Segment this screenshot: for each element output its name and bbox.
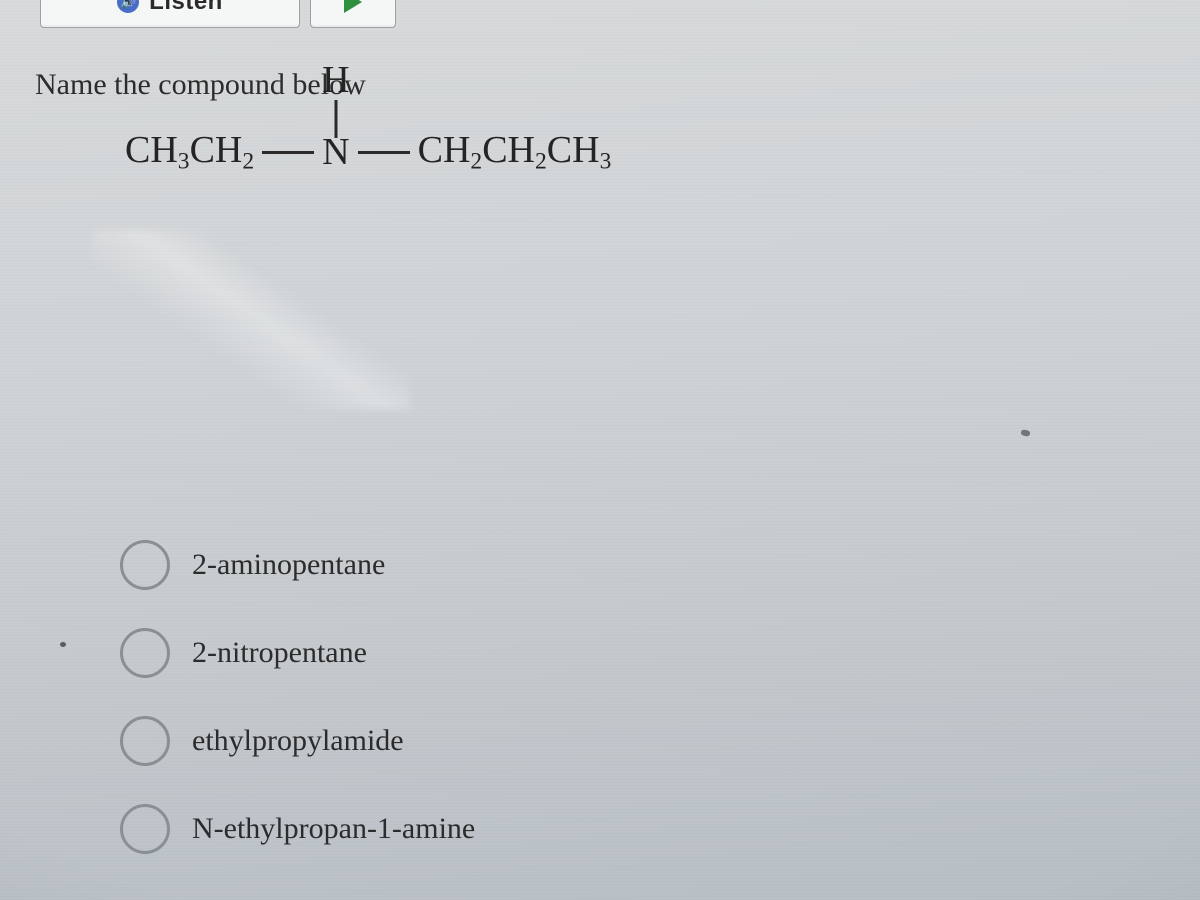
option-3[interactable]: N-ethylpropan-1-amine: [120, 804, 475, 854]
answer-options: 2-aminopentane 2-nitropentane ethylpropy…: [120, 540, 475, 854]
toolbar-fragment: 🔊 Listen: [40, 0, 396, 28]
radio-icon[interactable]: [120, 716, 170, 766]
formula-nitrogen: H N: [322, 132, 349, 174]
listen-button[interactable]: 🔊 Listen: [40, 0, 300, 28]
sound-icon: 🔊: [117, 0, 139, 13]
formula-top-hydrogen: H: [322, 60, 349, 102]
option-label: ethylpropylamide: [192, 724, 404, 758]
screen-glare: [90, 230, 410, 410]
radio-icon[interactable]: [120, 628, 170, 678]
option-label: 2-aminopentane: [192, 548, 385, 582]
dust-speck: [1020, 429, 1030, 437]
formula-main-chain: CH3CH2 H N CH2CH2CH3: [125, 130, 1165, 176]
radio-icon[interactable]: [120, 804, 170, 854]
bond-right: [358, 151, 410, 154]
bond-left: [262, 151, 314, 154]
listen-label: Listen: [149, 0, 223, 16]
play-icon: [344, 0, 362, 13]
formula-left-group: CH3CH2: [125, 130, 254, 176]
option-0[interactable]: 2-aminopentane: [120, 540, 475, 590]
question-area: Name the compound below CH3CH2 H N CH2CH…: [35, 68, 1165, 176]
play-button[interactable]: [310, 0, 396, 28]
option-label: N-ethylpropan-1-amine: [192, 812, 475, 846]
dust-speck: [60, 642, 66, 647]
formula-right-group: CH2CH2CH3: [418, 130, 612, 176]
option-2[interactable]: ethylpropylamide: [120, 716, 475, 766]
option-1[interactable]: 2-nitropentane: [120, 628, 475, 678]
chemical-formula: CH3CH2 H N CH2CH2CH3: [125, 130, 1165, 176]
radio-icon[interactable]: [120, 540, 170, 590]
option-label: 2-nitropentane: [192, 636, 367, 670]
question-prompt: Name the compound below: [35, 68, 1165, 102]
